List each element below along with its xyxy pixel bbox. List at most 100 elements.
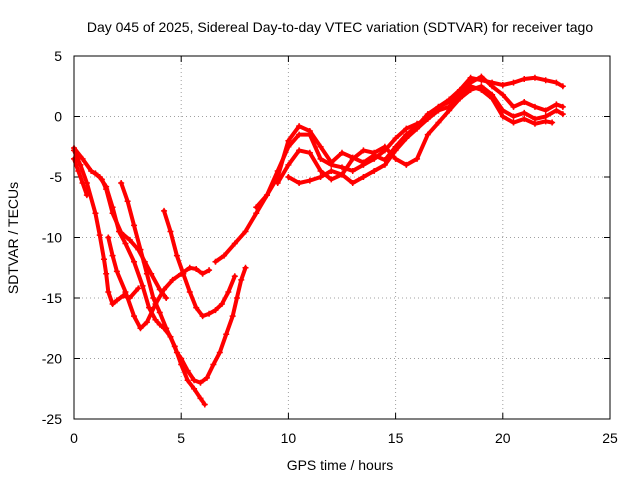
data-point-marker	[317, 143, 324, 150]
data-point-marker	[531, 74, 538, 81]
data-point-marker	[521, 109, 528, 116]
data-point-marker	[229, 313, 236, 320]
data-point-marker	[122, 240, 129, 247]
data-point-marker	[146, 304, 153, 311]
data-point-marker	[171, 343, 178, 350]
data-point-marker	[553, 101, 560, 108]
data-point-marker	[201, 401, 208, 408]
data-point-marker	[371, 167, 378, 174]
data-point-marker	[328, 159, 335, 166]
data-point-marker	[180, 270, 187, 277]
data-point-marker	[167, 228, 174, 235]
data-point-marker	[178, 361, 185, 368]
x-tick-label: 20	[495, 430, 511, 446]
data-point-marker	[193, 304, 200, 311]
data-point-marker	[360, 147, 367, 154]
data-point-marker	[542, 77, 549, 84]
data-point-marker	[424, 131, 431, 138]
series-s1	[71, 147, 142, 308]
data-point-marker	[489, 95, 496, 102]
series-s10	[274, 83, 566, 187]
data-point-marker	[296, 123, 303, 130]
data-point-marker	[231, 240, 238, 247]
data-point-marker	[212, 258, 219, 265]
data-point-marker	[197, 395, 204, 402]
data-point-marker	[169, 276, 176, 283]
data-point-marker	[221, 252, 228, 259]
data-point-marker	[203, 374, 210, 381]
data-point-marker	[542, 118, 549, 125]
data-point-marker	[499, 113, 506, 120]
data-point-marker	[456, 95, 463, 102]
data-point-marker	[131, 258, 138, 265]
data-point-marker	[328, 176, 335, 183]
data-point-marker	[296, 131, 303, 138]
y-tick-label: -15	[42, 290, 62, 306]
grid-lines	[74, 56, 610, 419]
data-point-marker	[553, 79, 560, 86]
data-point-marker	[218, 301, 225, 308]
series-line	[162, 208, 237, 319]
data-point-marker	[403, 135, 410, 142]
data-point-marker	[238, 276, 245, 283]
data-point-marker	[414, 155, 421, 162]
x-tick-label: 10	[281, 430, 297, 446]
data-point-marker	[285, 137, 292, 144]
data-point-marker	[122, 288, 129, 295]
data-point-marker	[139, 282, 146, 289]
data-point-marker	[521, 115, 528, 122]
data-point-marker	[392, 147, 399, 154]
data-point-marker	[478, 86, 485, 93]
data-point-marker	[109, 204, 116, 211]
data-point-marker	[349, 180, 356, 187]
data-point-marker	[296, 180, 303, 187]
data-point-marker	[499, 91, 506, 98]
data-point-marker	[317, 167, 324, 174]
data-point-marker	[253, 204, 260, 211]
data-point-marker	[96, 232, 103, 239]
data-point-marker	[553, 107, 560, 114]
data-point-marker	[349, 167, 356, 174]
data-point-marker	[206, 310, 213, 317]
plot-area-series	[71, 73, 566, 408]
data-point-marker	[113, 297, 120, 304]
data-point-marker	[126, 236, 133, 243]
series-line	[72, 146, 248, 385]
data-point-marker	[103, 183, 110, 190]
data-point-marker	[306, 177, 313, 184]
data-point-marker	[191, 377, 198, 384]
data-point-marker	[403, 161, 410, 168]
data-point-marker	[306, 149, 313, 156]
data-point-marker	[381, 143, 388, 150]
data-point-marker	[216, 349, 223, 356]
data-point-marker	[150, 295, 157, 301]
data-point-marker	[360, 174, 367, 180]
series-line	[72, 156, 89, 198]
data-point-marker	[163, 325, 170, 332]
data-point-marker	[285, 174, 292, 180]
data-point-marker	[137, 325, 144, 332]
series-s11	[285, 83, 556, 187]
data-point-marker	[531, 120, 538, 127]
data-point-marker	[510, 79, 517, 86]
data-point-marker	[542, 107, 549, 114]
data-point-marker	[152, 316, 159, 323]
x-tick-label: 0	[70, 430, 78, 446]
data-point-marker	[135, 285, 142, 292]
data-point-marker	[499, 82, 506, 89]
series-s3	[92, 170, 170, 301]
data-point-marker	[131, 222, 138, 229]
series-line	[254, 74, 565, 210]
series-s9	[253, 73, 566, 211]
data-point-marker	[79, 180, 86, 187]
data-point-marker	[510, 103, 517, 110]
data-point-marker	[381, 161, 388, 168]
series-s7	[161, 207, 238, 320]
x-tick-label: 15	[388, 430, 404, 446]
data-point-marker	[339, 171, 345, 178]
data-point-marker	[137, 246, 144, 253]
data-point-marker	[274, 180, 281, 187]
data-point-marker	[233, 295, 240, 301]
series-line	[72, 148, 141, 307]
